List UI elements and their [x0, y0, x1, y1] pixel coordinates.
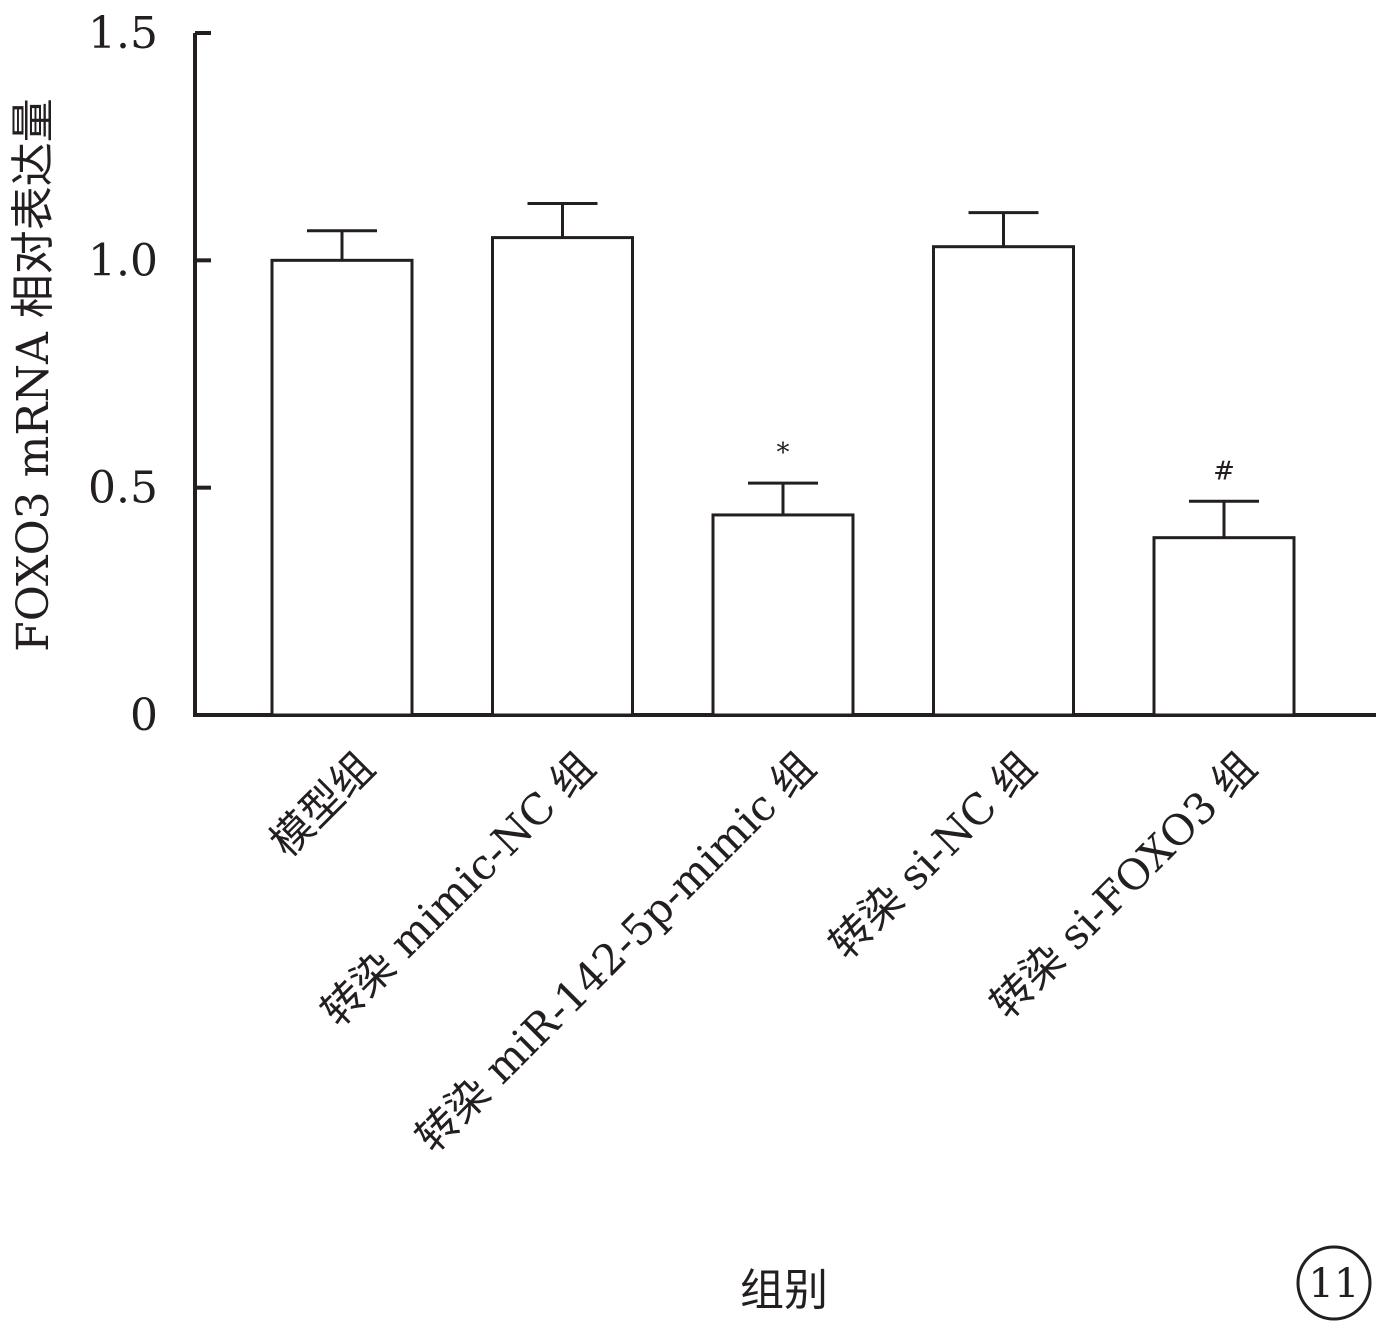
- bar: [711, 513, 855, 717]
- bar: [932, 245, 1075, 717]
- significance-mark: #: [1213, 456, 1235, 486]
- bar: [491, 236, 634, 717]
- y-axis-title: FOXO3 mRNA 相对表达量: [8, 98, 59, 652]
- x-tick-label: 转染 si-NC 组: [819, 742, 1045, 968]
- bar: [1152, 536, 1296, 717]
- y-tick-label: 1.5: [88, 8, 158, 59]
- panel-number-circle: [1296, 1245, 1372, 1321]
- bars: [270, 202, 1296, 717]
- panel-number-badge: 11: [1296, 1245, 1372, 1321]
- x-axis-title: 组别: [740, 1265, 828, 1316]
- significance-mark: *: [777, 438, 790, 468]
- bar: [270, 258, 414, 717]
- y-tick-label: 0.5: [88, 463, 158, 514]
- y-tick-label: 0: [130, 690, 158, 741]
- panel-number: 11: [1309, 1261, 1360, 1307]
- x-tick-label: 转染 miR-142-5p-mimic 组: [406, 742, 825, 1161]
- y-tick-label: 1.0: [88, 235, 158, 286]
- x-tick-label: 模型组: [260, 742, 384, 866]
